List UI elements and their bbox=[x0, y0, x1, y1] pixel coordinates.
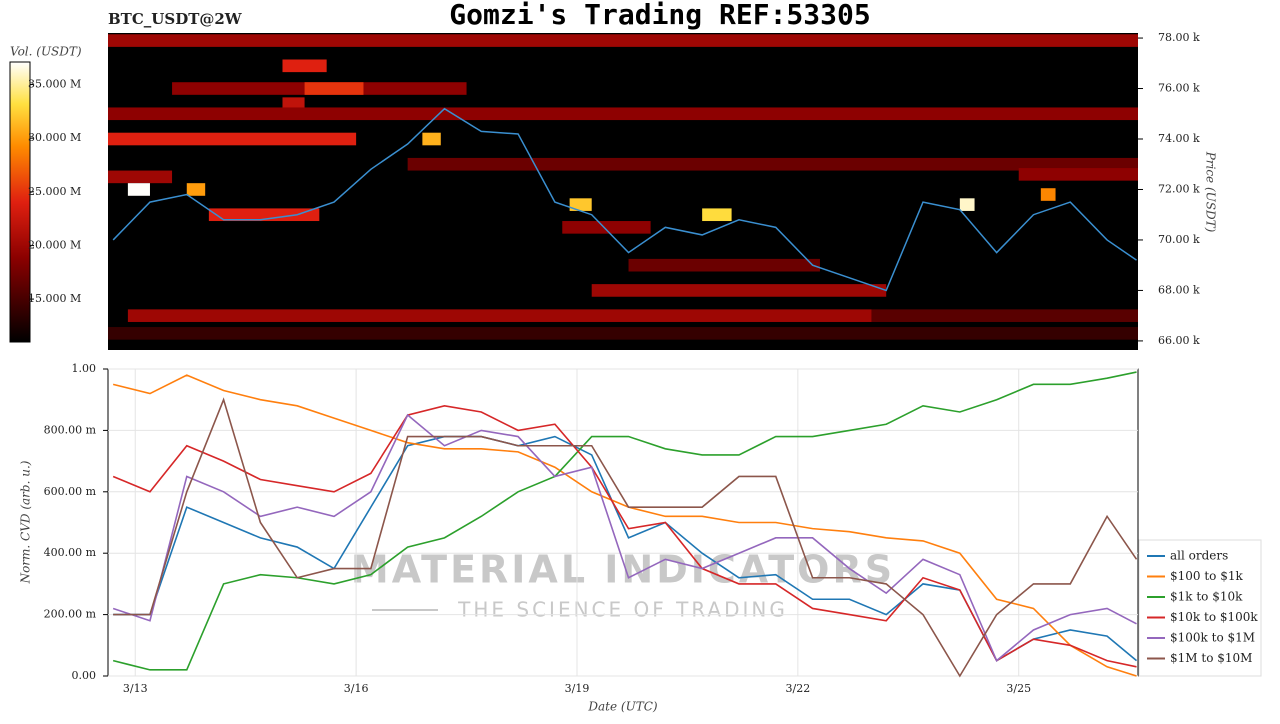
heatmap-cell bbox=[591, 284, 887, 297]
heatmap-background bbox=[108, 33, 1138, 350]
colorbar-tick-label: 30.000 M bbox=[28, 131, 81, 144]
colorbar-label: Vol. (USDT) bbox=[10, 45, 82, 59]
heatmap-cell bbox=[108, 34, 1138, 47]
heatmap-cell bbox=[562, 221, 651, 234]
heatmap-cell bbox=[108, 170, 173, 184]
heatmap-cell bbox=[108, 107, 1138, 121]
chart-subtitle: BTC_USDT@2W bbox=[108, 10, 243, 28]
heatmap-cell bbox=[108, 132, 357, 146]
y-tick-label: 800.00 m bbox=[44, 423, 97, 436]
y-tick-label: 0.00 bbox=[72, 669, 97, 682]
colorbar-tick-label: 25.000 M bbox=[28, 185, 81, 198]
plot-area bbox=[107, 368, 1139, 677]
chart-title: Gomzi's Trading REF:53305 bbox=[449, 0, 870, 31]
y-axis-label: Price (USDT) bbox=[1204, 151, 1218, 233]
y-tick-label: 68.00 k bbox=[1158, 283, 1200, 296]
heatmap-cell bbox=[871, 309, 1138, 322]
y-axis-label: Norm. CVD (arb. u.) bbox=[19, 460, 33, 584]
series-line bbox=[113, 397, 1138, 678]
series-line bbox=[112, 371, 1137, 671]
legend bbox=[1138, 539, 1262, 677]
heatmap-cell bbox=[422, 132, 441, 146]
y-tick-label: 70.00 k bbox=[1158, 233, 1200, 246]
series-line bbox=[112, 413, 1137, 662]
x-tick-label: 3/13 bbox=[123, 682, 148, 695]
heatmap-cell bbox=[186, 183, 206, 196]
price-line bbox=[112, 107, 1137, 292]
heatmap-cell bbox=[1018, 168, 1138, 181]
legend-label: $100 to $1k bbox=[1170, 569, 1243, 583]
heatmap-cell bbox=[108, 327, 1138, 340]
watermark-subtitle: THE SCIENCE OF TRADING bbox=[457, 598, 788, 622]
colorbar-tick-label: 35.000 M bbox=[28, 78, 81, 91]
y-tick-label: 1.00 bbox=[72, 362, 97, 375]
heatmap-cell bbox=[304, 82, 364, 95]
heatmap-cell bbox=[208, 208, 320, 222]
y-tick-label: 74.00 k bbox=[1158, 132, 1200, 145]
y-tick-label: 72.00 k bbox=[1158, 182, 1200, 195]
heatmap-cell bbox=[127, 183, 150, 196]
heatmap-cell bbox=[282, 59, 327, 73]
y-tick-label: 200.00 m bbox=[44, 608, 97, 621]
y-tick-label: 600.00 m bbox=[44, 485, 97, 498]
series-line bbox=[112, 405, 1137, 668]
legend-label: $1k to $10k bbox=[1170, 590, 1243, 604]
x-tick-label: 3/25 bbox=[1006, 682, 1031, 695]
x-tick-label: 3/19 bbox=[565, 682, 590, 695]
heatmap-cell bbox=[407, 157, 1138, 171]
heatmap-cell bbox=[1040, 188, 1056, 201]
watermark: MATERIAL INDICATORS bbox=[351, 548, 895, 592]
y-tick-label: 66.00 k bbox=[1158, 334, 1200, 347]
heatmap-cell bbox=[702, 208, 732, 222]
legend-label: $10k to $100k bbox=[1170, 610, 1258, 624]
colorbar-tick-label: 20.000 M bbox=[28, 238, 81, 251]
colorbar bbox=[9, 61, 31, 343]
y-tick-label: 78.00 k bbox=[1158, 31, 1200, 44]
heatmap-cell bbox=[282, 97, 305, 110]
heatmap-cell bbox=[569, 198, 592, 211]
legend-label: $100k to $1M bbox=[1170, 631, 1255, 645]
x-tick-label: 3/16 bbox=[344, 682, 369, 695]
legend-label: $1M to $10M bbox=[1170, 651, 1252, 665]
heatmap-cell bbox=[127, 309, 872, 322]
x-axis-label: Date (UTC) bbox=[587, 700, 657, 714]
x-tick-label: 3/22 bbox=[786, 682, 811, 695]
legend-label: all orders bbox=[1170, 549, 1228, 563]
heatmap-cell bbox=[628, 258, 820, 272]
heatmap-cell bbox=[959, 198, 975, 211]
colorbar-tick-label: 15.000 M bbox=[28, 292, 81, 305]
y-tick-label: 76.00 k bbox=[1158, 82, 1200, 95]
y-tick-label: 400.00 m bbox=[44, 546, 97, 559]
